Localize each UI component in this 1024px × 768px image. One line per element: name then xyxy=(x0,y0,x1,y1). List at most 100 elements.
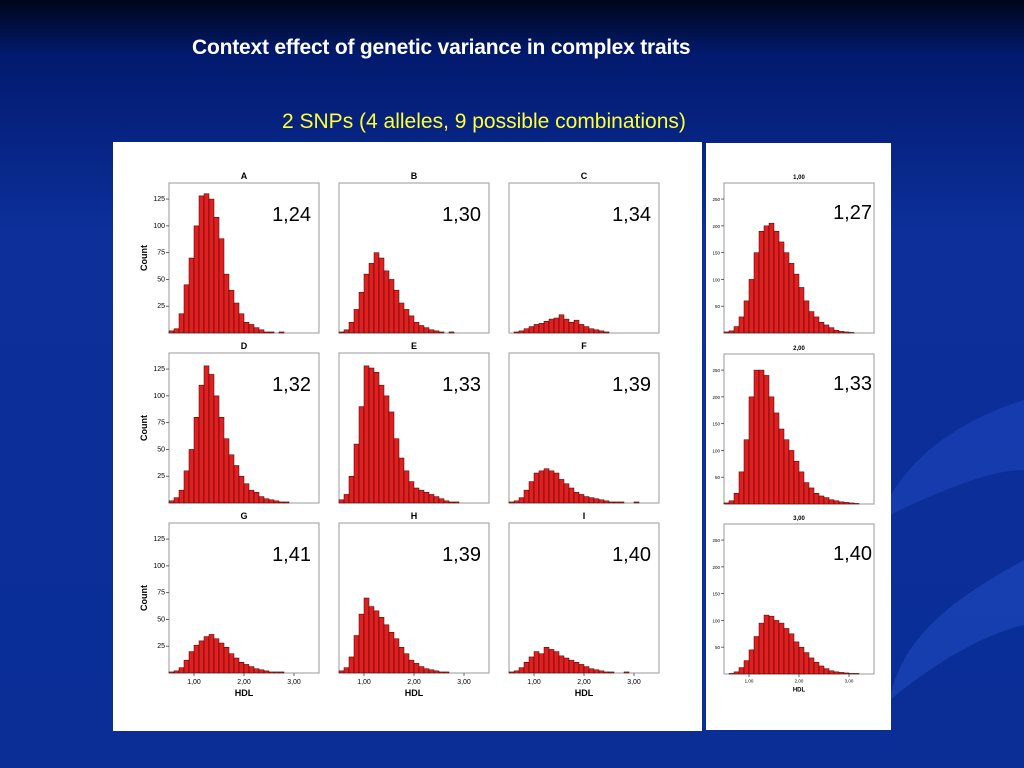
histogram-bar xyxy=(448,501,455,504)
y-tick-label: 100 xyxy=(712,448,720,453)
histogram-bar xyxy=(343,329,350,334)
histogram-200: 2,00 50 100 150 200 250 1,33 xyxy=(712,346,875,505)
histogram-bar xyxy=(758,622,765,675)
histogram-bar xyxy=(743,660,750,675)
panel-value-label: 1,24 xyxy=(272,204,311,226)
histogram-bar xyxy=(238,313,245,334)
histogram-bar xyxy=(753,636,760,675)
histogram-bar xyxy=(813,316,820,334)
x-tick-label: 2,00 xyxy=(407,679,421,686)
histogram-bar xyxy=(513,670,520,674)
histogram-bar xyxy=(268,671,275,674)
histogram-bar xyxy=(358,292,365,334)
histogram-bar xyxy=(208,634,215,674)
histogram-bar xyxy=(803,652,810,675)
histogram-bar xyxy=(183,470,190,504)
histogram-bar xyxy=(348,656,355,674)
histogram-bar xyxy=(743,439,750,505)
histogram-bar xyxy=(268,331,275,334)
histogram-A: A 25 50 75 100 125 Count 1,24 xyxy=(139,171,320,334)
histogram-bar xyxy=(588,668,595,674)
y-tick-label: 75 xyxy=(157,420,165,427)
histogram-bar xyxy=(568,322,575,334)
histogram-bar xyxy=(438,671,445,674)
histogram-G: G 25 50 75 100 125 1,00 2,00 3,00 HDL Count 1,41 xyxy=(139,511,320,698)
histogram-bar xyxy=(418,325,425,334)
histogram-bar xyxy=(748,279,755,334)
histogram-bar xyxy=(543,320,550,334)
histogram-bar xyxy=(798,471,805,505)
histogram-bar xyxy=(238,475,245,504)
y-tick-label: 200 xyxy=(712,565,720,570)
histogram-bar xyxy=(193,417,200,504)
histogram-E: E 1,33 xyxy=(338,341,490,504)
histogram-bar xyxy=(583,666,590,674)
histogram-bar xyxy=(208,374,215,504)
histogram-bar xyxy=(833,500,840,505)
histogram-bar xyxy=(168,671,175,674)
histogram-bar xyxy=(248,489,255,504)
y-tick-label: 150 xyxy=(712,251,720,256)
histogram-C: C 1,34 xyxy=(508,171,660,334)
y-tick-label: 125 xyxy=(153,196,165,203)
histogram-bar xyxy=(563,318,570,334)
histogram-bar xyxy=(378,617,385,674)
histogram-bar xyxy=(353,635,360,674)
histogram-bar xyxy=(543,647,550,674)
histogram-bar xyxy=(383,395,390,504)
histogram-bar xyxy=(213,395,220,504)
histogram-bar xyxy=(533,472,540,504)
histogram-bar xyxy=(618,501,625,504)
histogram-D: D 25 50 75 100 125 Count 1,32 xyxy=(139,341,320,504)
histogram-bar xyxy=(273,500,280,504)
histogram-bar xyxy=(623,671,630,674)
histogram-bar xyxy=(188,651,195,674)
histogram-F: F 1,39 xyxy=(508,341,660,504)
x-tick-label: 3,00 xyxy=(627,679,641,686)
histogram-bar xyxy=(803,300,810,334)
histogram-bar xyxy=(198,640,205,674)
histogram-bar xyxy=(393,638,400,674)
histogram-bar xyxy=(813,493,820,505)
histogram-I: I 1,00 2,00 3,00 HDL 1,40 xyxy=(508,511,660,698)
histogram-300: 3,00501001502002501,002,003,00HDLCount1,… xyxy=(682,516,875,694)
x-tick-label: 3,00 xyxy=(845,679,854,684)
histogram-bar xyxy=(763,375,770,505)
histogram-bar xyxy=(518,667,525,674)
histogram-bar xyxy=(838,501,845,505)
histogram-bar xyxy=(748,649,755,675)
histogram-bar xyxy=(733,493,740,505)
histogram-bar xyxy=(413,663,420,674)
histogram-bar xyxy=(723,331,730,334)
histogram-bar xyxy=(243,664,250,674)
histogram-bar xyxy=(818,665,825,675)
histogram-bar xyxy=(178,667,185,674)
panel-title: 1,00 xyxy=(793,175,805,181)
histogram-B: B 1,30 xyxy=(338,171,490,334)
histogram-bar xyxy=(533,651,540,674)
histogram-bar xyxy=(758,369,765,505)
histogram-bar xyxy=(373,610,380,674)
panel-value-label: 1,39 xyxy=(442,544,481,566)
histogram-bar xyxy=(373,372,380,504)
histogram-bar xyxy=(423,492,430,504)
histogram-bar xyxy=(803,482,810,505)
histogram-bar xyxy=(808,487,815,505)
y-tick-label: 25 xyxy=(157,303,165,310)
x-tick-label: 2,00 xyxy=(237,679,251,686)
histogram-bar xyxy=(423,327,430,334)
x-tick-label: 1,00 xyxy=(745,679,754,684)
histogram-column-svg: 1,00 50 100 150 200 250 1,27 2,00 50 100 150 200 250… xyxy=(682,175,875,694)
panel-value-label: 1,40 xyxy=(833,543,872,565)
histogram-bar xyxy=(263,498,270,504)
histogram-bar xyxy=(228,653,235,674)
histogram-bar xyxy=(523,489,530,504)
histogram-bar xyxy=(768,222,775,334)
histogram-bar xyxy=(228,454,235,504)
histogram-bar xyxy=(178,313,185,334)
histogram-bar xyxy=(418,489,425,504)
histogram-bar xyxy=(778,622,785,675)
histogram-bar xyxy=(193,644,200,674)
y-tick-label: 25 xyxy=(157,643,165,650)
